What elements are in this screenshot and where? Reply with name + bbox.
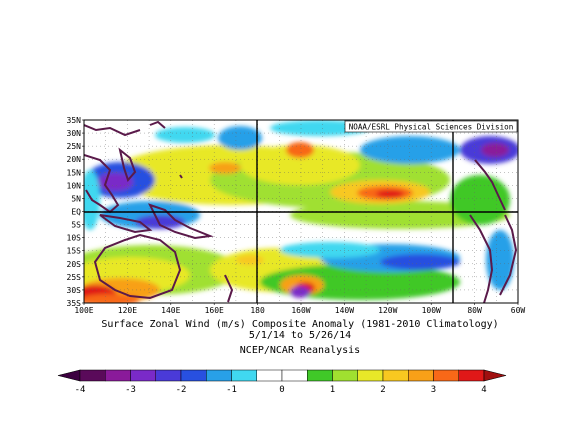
- lat-tick-label: 5N: [71, 194, 81, 203]
- lon-tick-label: 160W: [291, 306, 310, 315]
- lat-tick-label: EQ: [71, 208, 81, 217]
- lat-tick-label: 30S: [67, 286, 82, 295]
- coastlines: [84, 120, 518, 303]
- lat-tick-label: 5S: [71, 221, 81, 230]
- colorbar-max-arrow: [483, 369, 507, 382]
- longitude-axis: 100E 120E 140E 160E 180 160W 140W 120W 100W 80W 60…: [74, 303, 525, 315]
- colorbar-min-arrow: [57, 369, 81, 382]
- colorbar-swatch: [458, 369, 485, 382]
- lon-tick-label: 160E: [205, 306, 224, 315]
- credit-label: NOAA/ESRL Physical Sciences Division: [349, 123, 514, 132]
- colorbar-swatch: [105, 369, 131, 382]
- colorbar-tick-label: 4: [481, 385, 486, 395]
- colorbar-tick-label: 1: [330, 385, 335, 395]
- colorbar-swatch: [79, 369, 106, 382]
- latitude-axis: 35N 30N 25N 20N 15N 10N 5N EQ 5S 10S 15S 20S 25S 30S 3…: [67, 116, 84, 308]
- lon-tick-label: 60W: [511, 306, 526, 315]
- colorbar-tick-label: 3: [431, 385, 436, 395]
- lon-tick-label: 120E: [118, 306, 137, 315]
- date-range: 5/1/14 to 5/26/14: [249, 330, 351, 341]
- colorbar-swatch: [332, 369, 358, 382]
- lon-tick-label: 120W: [378, 306, 397, 315]
- colorbar-swatch: [307, 369, 333, 382]
- lat-tick-label: 15S: [67, 247, 82, 256]
- colorbar-swatch: [281, 369, 308, 382]
- credit-box: [344, 120, 518, 133]
- lat-tick-label: 20N: [67, 155, 82, 164]
- colorbar-swatch: [408, 369, 434, 382]
- grid-lines: [84, 120, 518, 303]
- colorbar-swatch: [155, 369, 182, 382]
- colorbar-swatch: [130, 369, 156, 382]
- colorbar-tick-label: 0: [279, 385, 284, 395]
- lat-tick-label: 25S: [67, 273, 82, 282]
- colorbar: -4 -3 -2 -1 0 1 2 3 4: [57, 369, 507, 395]
- lat-tick-label: 15N: [67, 168, 82, 177]
- lon-tick-label: 140W: [335, 306, 354, 315]
- lat-tick-label: 30N: [67, 129, 82, 138]
- colorbar-swatch: [206, 369, 232, 382]
- lat-tick-label: 10S: [67, 234, 82, 243]
- lon-tick-label: 180: [250, 306, 265, 315]
- lon-tick-label: 100E: [74, 306, 93, 315]
- map-panel: NOAA/ESRL Physical Sciences Division: [83, 119, 519, 304]
- anomaly-field: [84, 120, 518, 303]
- colorbar-swatch: [231, 369, 257, 382]
- lat-tick-label: 35S: [67, 299, 82, 308]
- colorbar-tick-label: 2: [380, 385, 385, 395]
- colorbar-swatch: [180, 369, 207, 382]
- lat-tick-label: 20S: [67, 260, 82, 269]
- colorbar-swatch: [357, 369, 384, 382]
- lon-tick-label: 140E: [161, 306, 180, 315]
- colorbar-tick-label: -3: [125, 385, 136, 395]
- figure-title: Surface Zonal Wind (m/s) Composite Anoma…: [101, 319, 498, 330]
- lon-tick-label: 100W: [422, 306, 441, 315]
- lat-tick-label: 25N: [67, 142, 82, 151]
- colorbar-tick-label: -4: [75, 385, 86, 395]
- data-source: NCEP/NCAR Reanalysis: [240, 345, 360, 356]
- lat-tick-label: 10N: [67, 181, 82, 190]
- colorbar-swatch: [256, 369, 283, 382]
- colorbar-tick-label: -2: [176, 385, 187, 395]
- lat-tick-label: 35N: [67, 116, 82, 125]
- colorbar-swatch: [433, 369, 459, 382]
- lon-tick-label: 80W: [467, 306, 482, 315]
- colorbar-tick-label: -1: [226, 385, 237, 395]
- colorbar-swatch: [382, 369, 409, 382]
